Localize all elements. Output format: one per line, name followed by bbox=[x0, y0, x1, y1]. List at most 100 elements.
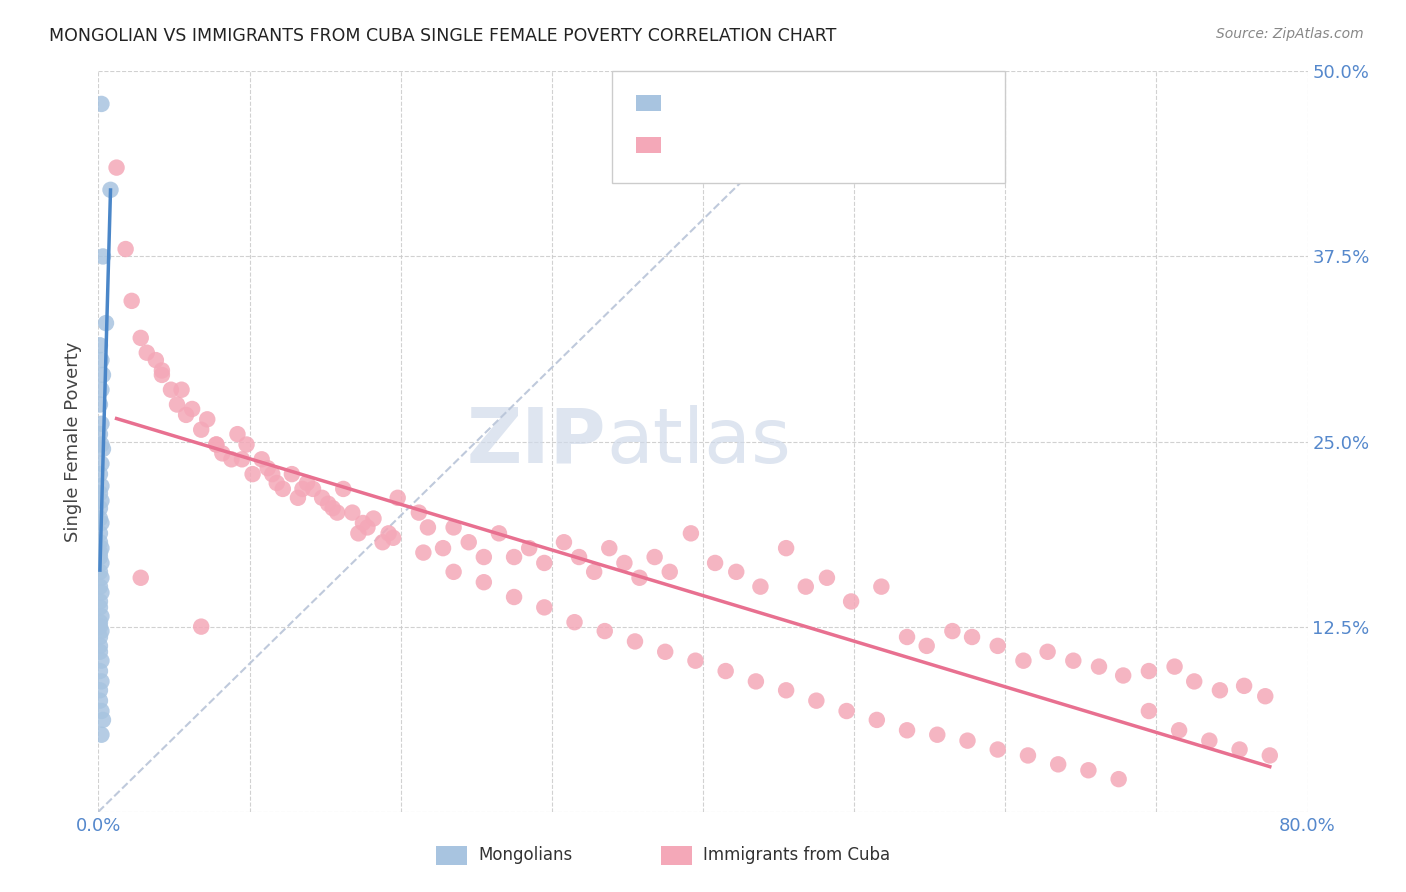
Point bbox=[377, 526, 399, 541]
Point bbox=[472, 549, 495, 564]
Point bbox=[866, 713, 889, 727]
Point bbox=[472, 575, 495, 590]
Point bbox=[266, 475, 288, 490]
Point bbox=[195, 412, 218, 426]
Point bbox=[1088, 659, 1111, 673]
Point bbox=[89, 615, 111, 630]
Point bbox=[89, 398, 111, 412]
Point bbox=[90, 704, 112, 718]
Point bbox=[503, 590, 526, 604]
Point bbox=[89, 594, 111, 608]
Point bbox=[129, 331, 152, 345]
Text: atlas: atlas bbox=[606, 405, 792, 478]
Point bbox=[90, 353, 112, 368]
Point bbox=[1229, 742, 1251, 756]
Point bbox=[685, 654, 707, 668]
Point bbox=[332, 482, 354, 496]
Point bbox=[1108, 772, 1130, 786]
Point bbox=[256, 461, 278, 475]
Point bbox=[1062, 654, 1084, 668]
Point bbox=[815, 571, 838, 585]
Point bbox=[1168, 723, 1191, 738]
Point bbox=[624, 634, 647, 648]
Point bbox=[160, 383, 183, 397]
Point bbox=[89, 338, 111, 352]
Point bbox=[129, 571, 152, 585]
Point bbox=[593, 624, 616, 638]
Text: R =: R = bbox=[672, 136, 710, 154]
Point bbox=[806, 694, 828, 708]
Point bbox=[166, 398, 188, 412]
Text: Mongolians: Mongolians bbox=[478, 846, 572, 863]
Point bbox=[90, 516, 112, 530]
Point bbox=[457, 535, 479, 549]
Point bbox=[89, 467, 111, 482]
Point bbox=[1012, 654, 1035, 668]
Text: R =: R = bbox=[672, 94, 710, 112]
Point bbox=[89, 619, 111, 633]
Point bbox=[679, 526, 702, 541]
Point bbox=[90, 493, 112, 508]
Point bbox=[105, 161, 128, 175]
Point bbox=[114, 242, 136, 256]
Text: 120: 120 bbox=[872, 136, 908, 154]
Point bbox=[90, 437, 112, 451]
Point bbox=[775, 683, 797, 698]
Point bbox=[533, 556, 555, 570]
Point bbox=[89, 427, 111, 442]
Point bbox=[174, 408, 197, 422]
Point bbox=[316, 497, 339, 511]
Text: 48: 48 bbox=[872, 94, 896, 112]
Point bbox=[956, 733, 979, 747]
Point bbox=[231, 452, 253, 467]
Point bbox=[583, 565, 606, 579]
Point bbox=[363, 511, 385, 525]
Point bbox=[90, 654, 112, 668]
Text: MONGOLIAN VS IMMIGRANTS FROM CUBA SINGLE FEMALE POVERTY CORRELATION CHART: MONGOLIAN VS IMMIGRANTS FROM CUBA SINGLE… bbox=[49, 27, 837, 45]
Point bbox=[89, 580, 111, 594]
Point bbox=[287, 491, 309, 505]
Point bbox=[416, 520, 439, 534]
Point bbox=[205, 437, 228, 451]
Point bbox=[89, 565, 111, 579]
Point bbox=[89, 486, 111, 500]
Point bbox=[145, 353, 167, 368]
Point bbox=[443, 565, 465, 579]
Point bbox=[242, 467, 264, 482]
Point bbox=[1036, 645, 1059, 659]
Point bbox=[89, 511, 111, 525]
Point bbox=[835, 704, 858, 718]
Point bbox=[281, 467, 304, 482]
Point bbox=[658, 565, 681, 579]
Point bbox=[221, 452, 243, 467]
Point bbox=[90, 479, 112, 493]
Point bbox=[100, 183, 122, 197]
Point bbox=[311, 491, 333, 505]
Point bbox=[745, 674, 768, 689]
Point bbox=[564, 615, 586, 630]
Point bbox=[342, 506, 364, 520]
Point bbox=[915, 639, 938, 653]
Text: -0.281: -0.281 bbox=[731, 136, 793, 154]
Point bbox=[90, 556, 112, 570]
Point bbox=[352, 516, 374, 530]
Point bbox=[412, 546, 434, 560]
Point bbox=[90, 674, 112, 689]
Point bbox=[91, 713, 114, 727]
Point bbox=[271, 482, 294, 496]
Point bbox=[503, 549, 526, 564]
Point bbox=[91, 250, 114, 264]
Point bbox=[326, 506, 349, 520]
Point bbox=[896, 630, 918, 644]
Point bbox=[839, 594, 862, 608]
Text: 0.114: 0.114 bbox=[735, 94, 790, 112]
Point bbox=[896, 723, 918, 738]
Point bbox=[89, 683, 111, 698]
Point bbox=[89, 600, 111, 615]
Point bbox=[714, 664, 737, 678]
Text: ZIP: ZIP bbox=[467, 405, 606, 478]
Point bbox=[150, 368, 173, 382]
Point bbox=[517, 541, 540, 556]
Point bbox=[302, 482, 325, 496]
Point bbox=[1254, 690, 1277, 704]
